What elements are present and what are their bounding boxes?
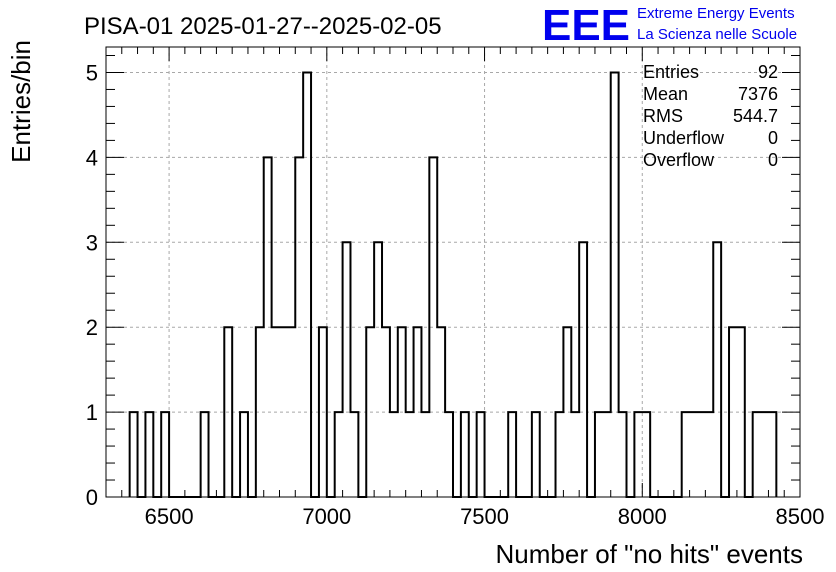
histogram-bin xyxy=(768,412,776,497)
histogram-bin xyxy=(761,412,769,497)
histogram-bin xyxy=(532,412,540,497)
chart-title: PISA-01 2025-01-27--2025-02-05 xyxy=(84,13,442,40)
histogram-bin xyxy=(161,412,169,497)
histogram-bin xyxy=(697,412,705,497)
y-tick-label: 0 xyxy=(86,485,98,510)
y-tick-label: 1 xyxy=(86,400,98,425)
y-tick-label: 2 xyxy=(86,315,98,340)
x-tick-label: 7000 xyxy=(302,504,351,529)
histogram-bin xyxy=(753,412,761,497)
histogram-bin xyxy=(690,412,698,497)
histogram-bin xyxy=(571,412,579,497)
stats-box: Entries 92 Mean 7376 RMS 544.7 Underflow… xyxy=(643,62,778,170)
histogram-bin xyxy=(421,412,429,497)
eee-logo: EEE Extreme Energy Events La Scienza nel… xyxy=(542,1,797,50)
x-tick-label: 7500 xyxy=(460,504,509,529)
histogram-bin xyxy=(201,412,209,497)
stat-value-overflow: 0 xyxy=(768,150,778,170)
plot-frame xyxy=(105,46,801,498)
histogram-bin xyxy=(130,412,138,497)
x-tick-label: 6500 xyxy=(145,504,194,529)
stat-label-underflow: Underflow xyxy=(643,128,725,148)
histogram-bin xyxy=(579,242,587,497)
x-axis-label: Number of "no hits" events xyxy=(496,539,804,569)
histogram-bin xyxy=(406,412,414,497)
x-tick-label: 8500 xyxy=(776,504,825,529)
histogram-bin xyxy=(240,412,248,497)
histogram-bin xyxy=(350,412,358,497)
eee-logo-text: EEE xyxy=(542,1,630,50)
stat-value-rms: 544.7 xyxy=(733,106,778,126)
histogram-bin xyxy=(595,412,603,497)
y-axis-label: Entries/bin xyxy=(6,40,36,163)
y-axis: 0 1 2 3 4 5 xyxy=(86,54,800,510)
stat-label-mean: Mean xyxy=(643,84,688,104)
histogram-bin xyxy=(461,412,469,497)
histogram-bin xyxy=(634,412,642,497)
histogram-bin xyxy=(390,412,398,497)
histogram-bin xyxy=(374,242,382,497)
histogram-bin xyxy=(682,412,690,497)
y-tick-label: 4 xyxy=(86,145,98,170)
logo-line-1: Extreme Energy Events xyxy=(637,5,795,22)
stat-label-overflow: Overflow xyxy=(643,150,715,170)
stat-value-entries: 92 xyxy=(758,62,778,82)
histogram-bin xyxy=(619,412,627,497)
stat-label-entries: Entries xyxy=(643,62,699,82)
x-axis: 6500 7000 7500 8000 8500 xyxy=(105,47,825,529)
histogram-bin xyxy=(713,242,721,497)
histogram-bin xyxy=(145,412,153,497)
stat-label-rms: RMS xyxy=(643,106,683,126)
histogram-bin xyxy=(508,412,516,497)
x-tick-label: 8000 xyxy=(618,504,667,529)
histogram-bin xyxy=(303,72,311,497)
histogram-bin xyxy=(445,412,453,497)
histogram-bin xyxy=(705,412,713,497)
histogram-bin xyxy=(642,412,650,497)
histogram-bin xyxy=(335,412,343,497)
histogram-bin xyxy=(556,412,564,497)
histogram-bin xyxy=(477,412,485,497)
logo-line-2: La Scienza nelle Scuole xyxy=(637,26,797,43)
histogram-bin xyxy=(611,72,619,497)
y-tick-label: 5 xyxy=(86,60,98,85)
stat-value-mean: 7376 xyxy=(738,84,778,104)
histogram-bin xyxy=(343,242,351,497)
histogram-bin xyxy=(603,412,611,497)
stat-value-underflow: 0 xyxy=(768,128,778,148)
y-tick-label: 3 xyxy=(86,230,98,255)
